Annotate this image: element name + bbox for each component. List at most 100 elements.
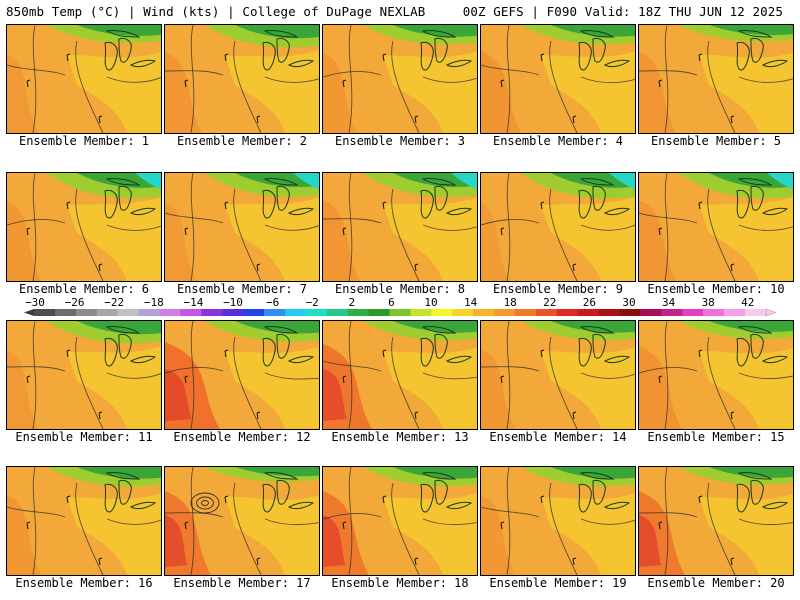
ensemble-member-map[interactable] [164,320,320,430]
wind-barb [184,227,189,236]
great-lake-outline [104,190,118,219]
ensemble-member-map[interactable] [638,172,794,282]
wind-barb [540,495,545,504]
wind-barb [500,79,505,88]
ensemble-member-map[interactable] [480,172,636,282]
isotherm-contour [106,518,161,525]
isotherm-contour [580,224,635,231]
ensemble-member-map[interactable] [322,24,478,134]
mild-air-region [383,197,477,281]
temperature-field [323,173,477,281]
isotherm-contour [664,173,669,281]
ensemble-member-map[interactable] [164,172,320,282]
mild-air-region [225,495,319,575]
great-lake-outline [420,338,434,367]
ensemble-member-map[interactable] [164,24,320,134]
ensemble-member-map[interactable] [6,320,162,430]
great-lake-outline [421,472,457,480]
ensemble-member-label: Ensemble Member: 14 [489,430,627,444]
ensemble-member-map[interactable] [638,320,794,430]
wind-barb [224,53,229,62]
isotherm-contour [32,173,37,281]
isotherm-contour [32,321,37,429]
isotherm-contour [233,336,262,429]
temperature-field [7,321,161,429]
wind-barb [540,201,545,210]
ensemble-member-map[interactable] [638,24,794,134]
great-lake-outline [579,326,615,334]
wind-barb [66,349,71,358]
ensemble-member-label: Ensemble Member: 18 [331,576,469,590]
isotherm-contour [7,506,66,518]
map-title: 850mb Temp (°C) | Wind (kts) | College o… [6,4,426,19]
ensemble-member-map[interactable] [638,466,794,576]
colorbar-segment [619,309,641,316]
colorbar-tick-label: −30 [25,296,45,309]
colorbar-segment [724,309,746,316]
isotherm-contour [707,188,736,281]
wind-barb [98,411,103,420]
mild-air-region [67,493,161,575]
great-lake-outline [736,190,750,219]
colorbar-segment [117,309,139,316]
ensemble-member-map[interactable] [480,466,636,576]
warm-air-plume [481,349,515,429]
isotherm-contour [422,76,477,83]
ensemble-member-map[interactable] [6,466,162,576]
ensemble-member-map[interactable] [6,172,162,282]
temperature-field [481,467,635,575]
wind-barb [658,521,663,530]
wind-barb [658,79,663,88]
great-lake-outline [578,338,592,367]
warm-air-plume [7,201,41,281]
ensemble-member-map[interactable] [322,172,478,282]
colorbar-tick-label: 6 [388,296,395,309]
great-lake-outline [263,30,299,38]
wind-barb [730,115,735,124]
isotherm-contour [422,518,477,526]
isotherm-contour [639,212,698,224]
wind-barb [698,495,703,504]
ensemble-member-label: Ensemble Member: 9 [492,282,624,296]
great-lake-outline [578,190,592,219]
isotherm-contour [264,372,319,380]
great-lake-outline [287,355,315,364]
wind-barb [540,53,545,62]
great-lake-outline [445,59,473,68]
isotherm-contour [422,372,477,380]
ensemble-member-map[interactable] [164,466,320,576]
ensemble-member-map[interactable] [322,466,478,576]
colorbar-segment [284,309,307,316]
mild-air-region [67,346,161,429]
warm-air-plume [7,495,41,575]
ensemble-member-map[interactable] [480,320,636,430]
great-lake-outline [603,355,631,364]
isotherm-contour [481,218,540,226]
colorbar-segment [703,309,725,316]
isotherm-contour [738,372,793,380]
ensemble-member-map[interactable] [480,24,636,134]
colorbar-tick-label: 26 [583,296,596,309]
ensemble-member-label: Ensemble Member: 7 [176,282,308,296]
mild-air-region [699,197,793,281]
colorbar-segment [264,309,286,316]
great-lake-outline [603,501,631,510]
temperature-field [165,173,319,281]
isotherm-contour [506,173,511,281]
great-lake-outline [737,178,773,186]
isotherm-contour [190,467,195,575]
mild-air-region [699,494,793,575]
great-lake-outline [750,186,764,211]
isotherm-contour [106,224,161,231]
ensemble-member-map[interactable] [6,24,162,134]
colorbar-segment [745,309,767,316]
isotherm-contour [190,173,195,281]
isotherm-contour [264,224,319,231]
ensemble-member-label: Ensemble Member: 5 [650,134,782,148]
temperature-field [7,467,161,575]
ensemble-member-map[interactable] [322,320,478,430]
great-lake-outline [434,334,448,359]
isotherm-contour [738,76,793,83]
great-lake-outline [262,484,276,513]
colorbar-segment [368,309,390,316]
